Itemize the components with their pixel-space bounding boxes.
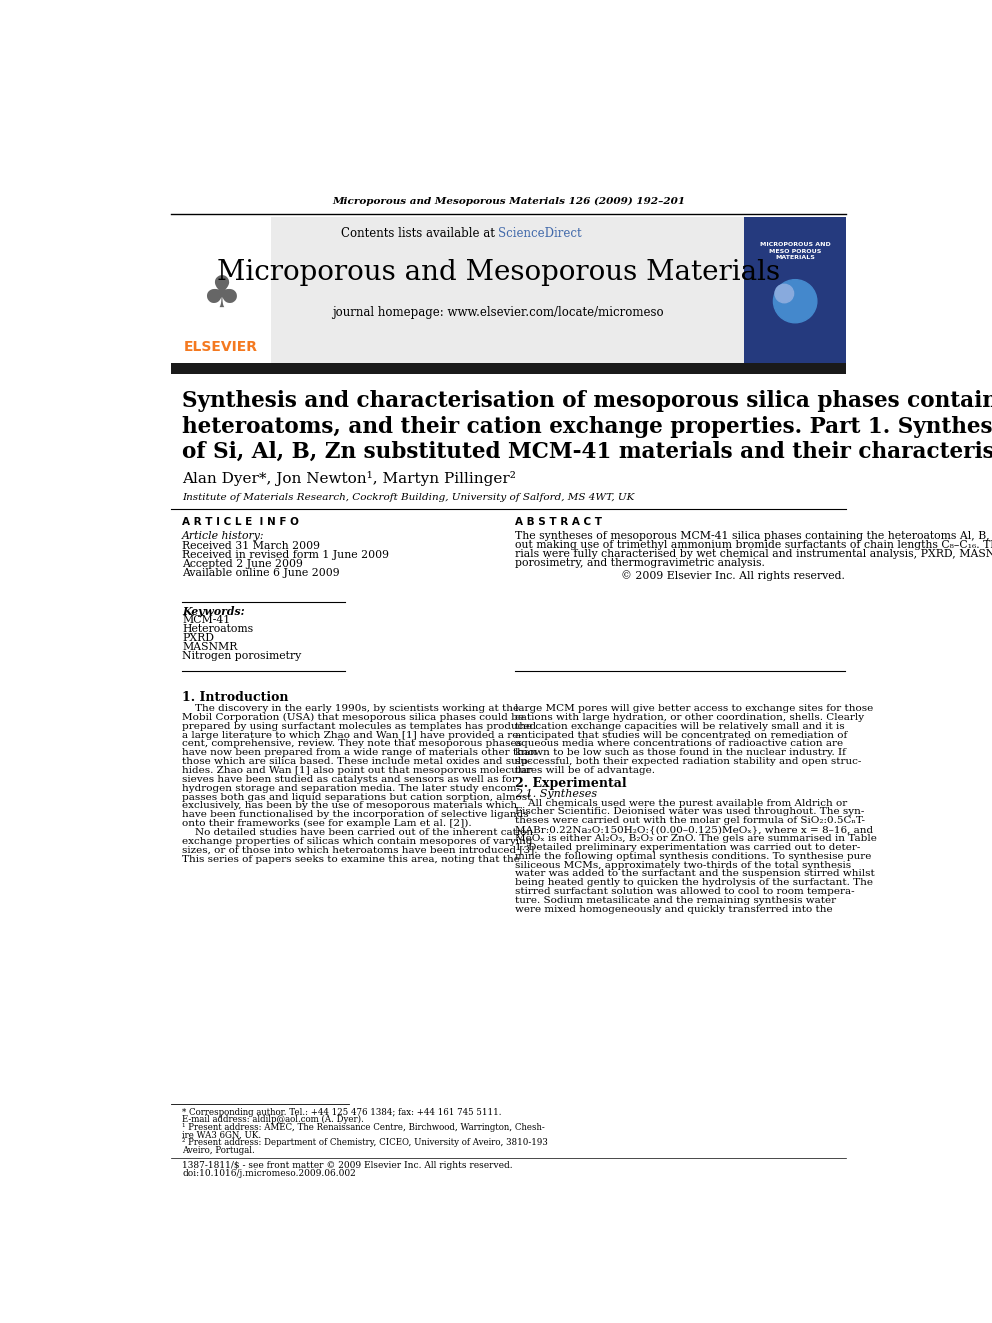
Text: onto their frameworks (see for example Lam et al. [2]).: onto their frameworks (see for example L… <box>183 819 472 828</box>
Text: Nitrogen porosimetry: Nitrogen porosimetry <box>183 651 302 660</box>
Text: Aveiro, Portugal.: Aveiro, Portugal. <box>183 1146 255 1155</box>
Text: ture. Sodium metasilicate and the remaining synthesis water: ture. Sodium metasilicate and the remain… <box>516 896 836 905</box>
Circle shape <box>774 279 816 323</box>
Text: ELSEVIER: ELSEVIER <box>184 340 258 355</box>
Text: ² Present address: Department of Chemistry, CICEO, University of Aveiro, 3810-19: ² Present address: Department of Chemist… <box>183 1138 548 1147</box>
Text: 1387-1811/$ - see front matter © 2009 Elsevier Inc. All rights reserved.: 1387-1811/$ - see front matter © 2009 El… <box>183 1162 513 1171</box>
Text: ♣: ♣ <box>201 274 241 318</box>
Text: aqueous media where concentrations of radioactive cation are: aqueous media where concentrations of ra… <box>516 740 843 749</box>
Text: MASNMR: MASNMR <box>183 642 237 652</box>
Text: have been functionalised by the incorporation of selective ligands: have been functionalised by the incorpor… <box>183 810 529 819</box>
Text: 2. Experimental: 2. Experimental <box>516 778 627 790</box>
Text: tures will be of advantage.: tures will be of advantage. <box>516 766 656 775</box>
Text: Available online 6 June 2009: Available online 6 June 2009 <box>183 568 339 578</box>
Text: ¹ Present address: AMEC, The Renaissance Centre, Birchwood, Warrington, Chesh-: ¹ Present address: AMEC, The Renaissance… <box>183 1123 545 1132</box>
Text: E-mail address: aldilp@aol.com (A. Dyer).: E-mail address: aldilp@aol.com (A. Dyer)… <box>183 1115 364 1125</box>
Text: stirred surfactant solution was allowed to cool to room tempera-: stirred surfactant solution was allowed … <box>516 888 855 896</box>
Text: 1. Detailed preliminary experimentation was carried out to deter-: 1. Detailed preliminary experimentation … <box>516 843 861 852</box>
Text: sieves have been studied as catalysts and sensors as well as for: sieves have been studied as catalysts an… <box>183 775 517 785</box>
Text: passes both gas and liquid separations but cation sorption, almost: passes both gas and liquid separations b… <box>183 792 532 802</box>
Text: A B S T R A C T: A B S T R A C T <box>516 517 602 527</box>
Text: cations with large hydration, or other coordination, shells. Clearly: cations with large hydration, or other c… <box>516 713 864 722</box>
Text: have now been prepared from a wide range of materials other than: have now been prepared from a wide range… <box>183 749 537 757</box>
Text: the cation exchange capacities will be relatively small and it is: the cation exchange capacities will be r… <box>516 722 845 730</box>
Text: Institute of Materials Research, Cockroft Building, University of Salford, MS 4W: Institute of Materials Research, Cockrof… <box>183 493 635 501</box>
Text: MCM-41: MCM-41 <box>183 615 230 626</box>
Text: 1. Introduction: 1. Introduction <box>183 691 289 704</box>
Text: ScienceDirect: ScienceDirect <box>498 228 582 239</box>
Text: porosimetry, and thermogravimetric analysis.: porosimetry, and thermogravimetric analy… <box>516 557 765 568</box>
Text: being heated gently to quicken the hydrolysis of the surfactant. The: being heated gently to quicken the hydro… <box>516 878 873 888</box>
Text: sizes, or of those into which heteroatoms have been introduced [3].: sizes, or of those into which heteroatom… <box>183 845 538 855</box>
Text: a large literature to which Zhao and Wan [1] have provided a re-: a large literature to which Zhao and Wan… <box>183 730 522 740</box>
Text: hides. Zhao and Wan [1] also point out that mesoporous molecular: hides. Zhao and Wan [1] also point out t… <box>183 766 533 775</box>
Text: large MCM pores will give better access to exchange sites for those: large MCM pores will give better access … <box>516 704 874 713</box>
Text: of Si, Al, B, Zn substituted MCM-41 materials and their characterisation: of Si, Al, B, Zn substituted MCM-41 mate… <box>183 441 992 463</box>
Text: Mobil Corporation (USA) that mesoporous silica phases could be: Mobil Corporation (USA) that mesoporous … <box>183 713 524 722</box>
Text: Article history:: Article history: <box>183 531 265 541</box>
Text: prepared by using surfactant molecules as templates has produced: prepared by using surfactant molecules a… <box>183 722 537 730</box>
Text: doi:10.1016/j.micromeso.2009.06.002: doi:10.1016/j.micromeso.2009.06.002 <box>183 1170 356 1177</box>
Text: anticipated that studies will be concentrated on remediation of: anticipated that studies will be concent… <box>516 730 847 740</box>
FancyBboxPatch shape <box>171 217 271 363</box>
Text: PXRD: PXRD <box>183 634 214 643</box>
Text: successful, both their expected radiation stability and open struc-: successful, both their expected radiatio… <box>516 757 862 766</box>
Text: Accepted 2 June 2009: Accepted 2 June 2009 <box>183 558 303 569</box>
Text: Synthesis and characterisation of mesoporous silica phases containing: Synthesis and characterisation of mesopo… <box>183 390 992 413</box>
Text: known to be low such as those found in the nuclear industry. If: known to be low such as those found in t… <box>516 749 846 757</box>
Text: hydrogen storage and separation media. The later study encom-: hydrogen storage and separation media. T… <box>183 783 520 792</box>
Text: heteroatoms, and their cation exchange properties. Part 1. Synthesis: heteroatoms, and their cation exchange p… <box>183 415 992 438</box>
FancyBboxPatch shape <box>744 217 846 363</box>
Text: exclusively, has been by the use of mesoporous materials which: exclusively, has been by the use of meso… <box>183 802 517 811</box>
Text: those which are silica based. These include metal oxides and sulp-: those which are silica based. These incl… <box>183 757 532 766</box>
Text: cent, comprehensive, review. They note that mesoporous phases: cent, comprehensive, review. They note t… <box>183 740 522 749</box>
Text: A R T I C L E  I N F O: A R T I C L E I N F O <box>183 517 299 527</box>
Text: Microporous and Mesoporous Materials: Microporous and Mesoporous Materials <box>217 259 780 286</box>
Text: journal homepage: www.elsevier.com/locate/micromeso: journal homepage: www.elsevier.com/locat… <box>332 306 664 319</box>
Text: mine the following optimal synthesis conditions. To synthesise pure: mine the following optimal synthesis con… <box>516 852 872 861</box>
Text: All chemicals used were the purest available from Aldrich or: All chemicals used were the purest avail… <box>516 799 847 807</box>
Text: No detailed studies have been carried out of the inherent cation: No detailed studies have been carried ou… <box>183 828 534 837</box>
Text: MICROPOROUS AND
MESO POROUS
MATERIALS: MICROPOROUS AND MESO POROUS MATERIALS <box>760 242 830 261</box>
Text: The discovery in the early 1990s, by scientists working at the: The discovery in the early 1990s, by sci… <box>183 704 519 713</box>
Text: theses were carried out with the molar gel formula of SiO₂:0.5CₙT-: theses were carried out with the molar g… <box>516 816 865 826</box>
Text: This series of papers seeks to examine this area, noting that the: This series of papers seeks to examine t… <box>183 855 520 864</box>
Text: The syntheses of mesoporous MCM-41 silica phases containing the heteroatoms Al, : The syntheses of mesoporous MCM-41 silic… <box>516 531 992 541</box>
Text: 2.1. Syntheses: 2.1. Syntheses <box>516 789 597 799</box>
Text: Heteroatoms: Heteroatoms <box>183 624 253 634</box>
Text: Alan Dyer*, Jon Newton¹, Martyn Pillinger²: Alan Dyer*, Jon Newton¹, Martyn Pillinge… <box>183 471 516 486</box>
Text: ire WA3 6GN, UK.: ire WA3 6GN, UK. <box>183 1131 261 1139</box>
Text: Contents lists available at: Contents lists available at <box>340 228 498 239</box>
Text: MABr:0.22Na₂O:150H₂O:{(0.00–0.125)MeOₓ}, where x = 8–16, and: MABr:0.22Na₂O:150H₂O:{(0.00–0.125)MeOₓ},… <box>516 826 874 833</box>
Text: Fischer Scientific. Deionised water was used throughout. The syn-: Fischer Scientific. Deionised water was … <box>516 807 865 816</box>
Text: Keywords:: Keywords: <box>183 606 245 617</box>
Text: were mixed homogeneously and quickly transferred into the: were mixed homogeneously and quickly tra… <box>516 905 833 914</box>
Text: exchange properties of silicas which contain mesopores of varying: exchange properties of silicas which con… <box>183 837 533 845</box>
Text: rials were fully characterised by wet chemical and instrumental analysis, PXRD, : rials were fully characterised by wet ch… <box>516 549 992 558</box>
FancyBboxPatch shape <box>171 217 846 363</box>
Text: Received 31 March 2009: Received 31 March 2009 <box>183 541 320 552</box>
Text: © 2009 Elsevier Inc. All rights reserved.: © 2009 Elsevier Inc. All rights reserved… <box>621 570 845 581</box>
Text: out making use of trimethyl ammonium bromide surfactants of chain lengths C₈–C₁₆: out making use of trimethyl ammonium bro… <box>516 540 992 550</box>
Text: Received in revised form 1 June 2009: Received in revised form 1 June 2009 <box>183 550 389 560</box>
Text: * Corresponding author. Tel.: +44 125 476 1384; fax: +44 161 745 5111.: * Corresponding author. Tel.: +44 125 47… <box>183 1107 502 1117</box>
Circle shape <box>775 284 794 303</box>
FancyBboxPatch shape <box>171 363 846 374</box>
Text: Microporous and Mesoporous Materials 126 (2009) 192–201: Microporous and Mesoporous Materials 126… <box>332 197 684 205</box>
Text: siliceous MCMs, approximately two-thirds of the total synthesis: siliceous MCMs, approximately two-thirds… <box>516 860 851 869</box>
Text: MeOₓ is either Al₂O₃, B₂O₃ or ZnO. The gels are summarised in Table: MeOₓ is either Al₂O₃, B₂O₃ or ZnO. The g… <box>516 833 877 843</box>
Text: water was added to the surfactant and the suspension stirred whilst: water was added to the surfactant and th… <box>516 869 875 878</box>
